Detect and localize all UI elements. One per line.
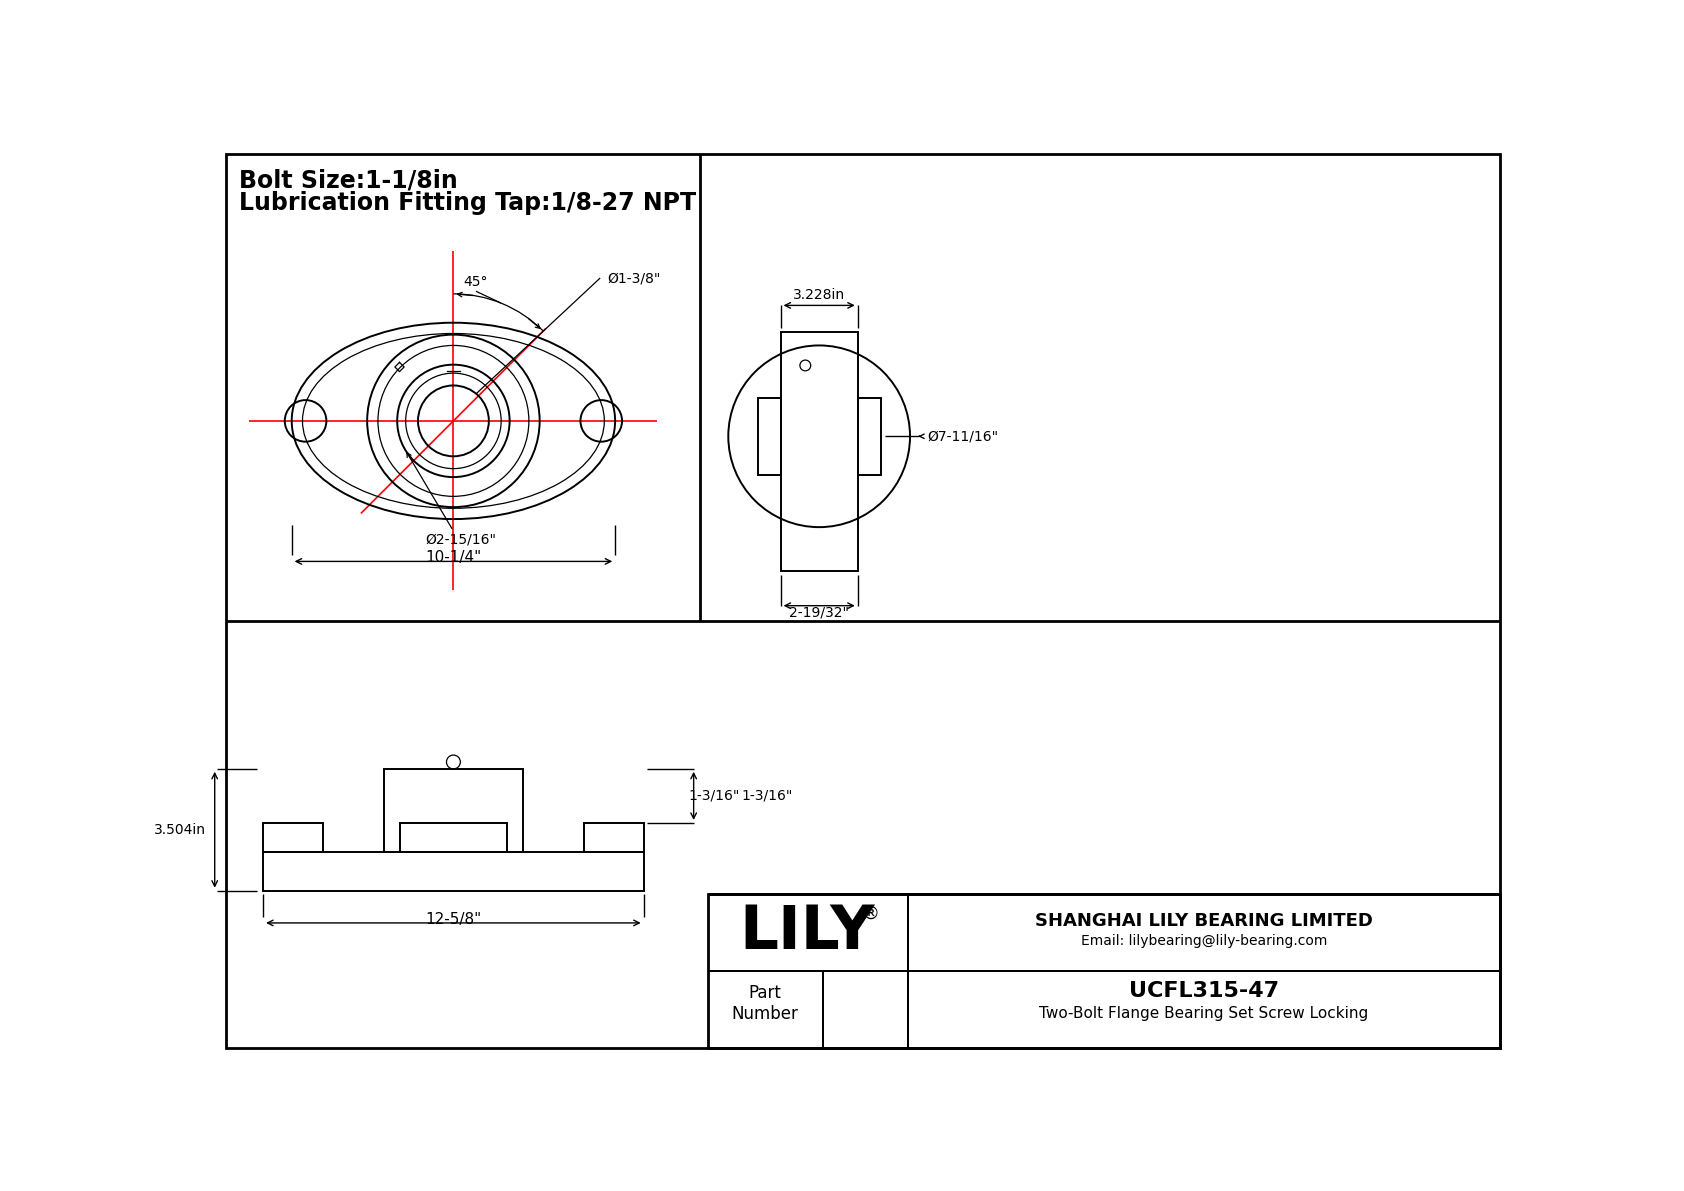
Bar — [384, 769, 522, 852]
Text: Ø7-11/16": Ø7-11/16" — [926, 429, 999, 443]
Text: 2-19/32": 2-19/32" — [790, 605, 849, 619]
Bar — [399, 823, 507, 852]
Text: Email: lilybearing@lily-bearing.com: Email: lilybearing@lily-bearing.com — [1081, 934, 1327, 948]
Bar — [263, 823, 323, 852]
Text: Bolt Size:1-1/8in: Bolt Size:1-1/8in — [239, 168, 458, 192]
Bar — [263, 852, 645, 891]
Text: 1-3/16": 1-3/16" — [741, 788, 793, 803]
Text: 12-5/8": 12-5/8" — [426, 912, 482, 927]
Bar — [584, 823, 643, 852]
Text: Ø1-3/8": Ø1-3/8" — [608, 272, 660, 286]
Text: Part
Number: Part Number — [733, 985, 798, 1023]
Text: 10-1/4": 10-1/4" — [426, 550, 482, 566]
Text: SHANGHAI LILY BEARING LIMITED: SHANGHAI LILY BEARING LIMITED — [1036, 912, 1372, 930]
Text: 3.504in: 3.504in — [153, 823, 205, 837]
Text: LILY: LILY — [739, 904, 876, 962]
Text: 3.228in: 3.228in — [793, 287, 845, 301]
Bar — [781, 332, 857, 570]
Text: Two-Bolt Flange Bearing Set Screw Locking: Two-Bolt Flange Bearing Set Screw Lockin… — [1039, 1006, 1369, 1022]
Bar — [857, 398, 881, 475]
Text: UCFL315-47: UCFL315-47 — [1128, 980, 1278, 1000]
Text: ®: ® — [862, 905, 879, 923]
Bar — [758, 398, 781, 475]
Text: 45°: 45° — [463, 275, 488, 289]
Text: 1-3/16": 1-3/16" — [689, 788, 739, 803]
Text: Lubrication Fitting Tap:1/8-27 NPT: Lubrication Fitting Tap:1/8-27 NPT — [239, 192, 697, 216]
Text: Ø2-15/16": Ø2-15/16" — [426, 532, 497, 547]
Bar — [707, 894, 1500, 1048]
